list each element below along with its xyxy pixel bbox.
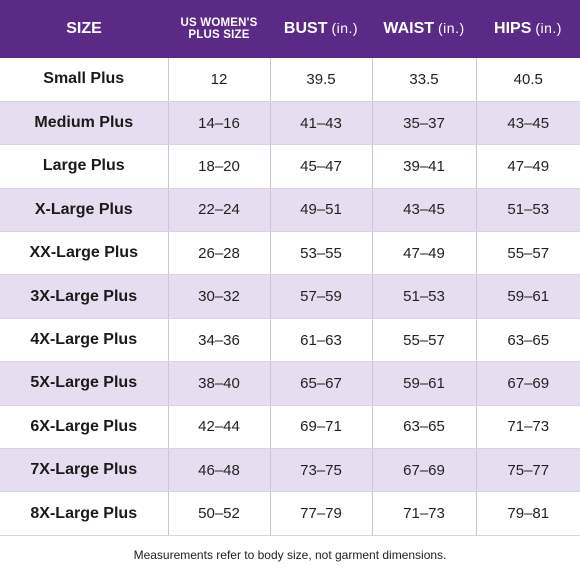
us-size-cell: 26–28 [167, 231, 270, 276]
us-size-cell: 18–20 [167, 144, 270, 189]
size-cell: Small Plus [0, 58, 168, 102]
header-row: SIZE US WOMEN'S PLUS SIZE BUST (in.) WAIS… [0, 0, 580, 58]
us-size-cell: 42–44 [167, 405, 270, 450]
hips-cell: 75–77 [475, 448, 580, 493]
us-size-cell: 34–36 [167, 318, 270, 363]
waist-cell: 63–65 [371, 405, 476, 450]
size-cell: 5X-Large Plus [0, 361, 168, 406]
size-cell: 6X-Large Plus [0, 405, 168, 450]
table-row: 5X-Large Plus 38–40 65–67 59–61 67–69 [0, 361, 580, 406]
bust-column-header: BUST (in.) [270, 0, 372, 58]
table-row: 7X-Large Plus 46–48 73–75 67–69 75–77 [0, 448, 580, 493]
waist-cell: 47–49 [371, 231, 476, 276]
us-size-cell: 12 [167, 58, 270, 102]
waist-cell: 43–45 [371, 188, 476, 233]
bust-cell: 39.5 [269, 58, 372, 102]
waist-column-header: WAIST (in.) [372, 0, 476, 58]
size-table: SIZE US WOMEN'S PLUS SIZE BUST (in.) WAIS… [0, 0, 580, 536]
table-row: Small Plus 12 39.5 33.5 40.5 [0, 58, 580, 102]
hips-header-label: HIPS [494, 20, 532, 37]
bust-cell: 69–71 [269, 405, 372, 450]
size-cell: X-Large Plus [0, 188, 168, 233]
bust-cell: 45–47 [269, 144, 372, 189]
bust-cell: 41–43 [269, 101, 372, 146]
hips-cell: 51–53 [475, 188, 580, 233]
size-cell: XX-Large Plus [0, 231, 168, 276]
bust-cell: 77–79 [269, 491, 372, 536]
hips-column-header: HIPS (in.) [476, 0, 580, 58]
bust-cell: 53–55 [269, 231, 372, 276]
us-size-cell: 50–52 [167, 491, 270, 536]
waist-cell: 39–41 [371, 144, 476, 189]
hips-header-unit: (in.) [535, 20, 562, 36]
us-size-cell: 38–40 [167, 361, 270, 406]
waist-cell: 55–57 [371, 318, 476, 363]
bust-cell: 49–51 [269, 188, 372, 233]
size-cell: Large Plus [0, 144, 168, 189]
hips-cell: 79–81 [475, 491, 580, 536]
size-column-header: SIZE [0, 0, 168, 58]
bust-header-label: BUST [283, 20, 328, 37]
waist-cell: 59–61 [371, 361, 476, 406]
table-row: Large Plus 18–20 45–47 39–41 47–49 [0, 144, 580, 189]
table-row: 3X-Large Plus 30–32 57–59 51–53 59–61 [0, 274, 580, 319]
hips-cell: 63–65 [475, 318, 580, 363]
waist-cell: 35–37 [371, 101, 476, 146]
us-size-cell: 46–48 [167, 448, 270, 493]
waist-header-label: WAIST [383, 20, 435, 37]
size-cell: 3X-Large Plus [0, 274, 168, 319]
size-cell: 4X-Large Plus [0, 318, 168, 363]
hips-cell: 55–57 [475, 231, 580, 276]
bust-cell: 61–63 [269, 318, 372, 363]
table-row: X-Large Plus 22–24 49–51 43–45 51–53 [0, 188, 580, 233]
us-size-cell: 22–24 [167, 188, 270, 233]
hips-cell: 59–61 [475, 274, 580, 319]
size-cell: Medium Plus [0, 101, 168, 146]
hips-cell: 67–69 [475, 361, 580, 406]
size-cell: 8X-Large Plus [0, 491, 168, 536]
size-header-label: SIZE [66, 20, 102, 37]
bust-cell: 65–67 [269, 361, 372, 406]
hips-cell: 47–49 [475, 144, 580, 189]
bust-cell: 73–75 [269, 448, 372, 493]
waist-cell: 71–73 [371, 491, 476, 536]
us-size-column-header: US WOMEN'S PLUS SIZE [168, 0, 270, 58]
hips-cell: 71–73 [475, 405, 580, 450]
table-row: 4X-Large Plus 34–36 61–63 55–57 63–65 [0, 318, 580, 363]
bust-cell: 57–59 [269, 274, 372, 319]
us-size-cell: 14–16 [167, 101, 270, 146]
table-row: 6X-Large Plus 42–44 69–71 63–65 71–73 [0, 405, 580, 450]
waist-header-unit: (in.) [438, 20, 465, 36]
footnote: Measurements refer to body size, not gar… [133, 548, 447, 562]
table-row: Medium Plus 14–16 41–43 35–37 43–45 [0, 101, 580, 146]
bust-header-unit: (in.) [331, 20, 359, 36]
waist-cell: 33.5 [371, 58, 476, 102]
us-header-line1: US WOMEN'S [180, 17, 258, 29]
table-row: XX-Large Plus 26–28 53–55 47–49 55–57 [0, 231, 580, 276]
table-row: 8X-Large Plus 50–52 77–79 71–73 79–81 [0, 491, 580, 536]
waist-cell: 51–53 [371, 274, 476, 319]
hips-cell: 43–45 [475, 101, 580, 146]
hips-cell: 40.5 [475, 58, 580, 102]
size-cell: 7X-Large Plus [0, 448, 168, 493]
us-size-cell: 30–32 [167, 274, 270, 319]
us-header-line2: PLUS SIZE [188, 29, 250, 41]
waist-cell: 67–69 [371, 448, 476, 493]
